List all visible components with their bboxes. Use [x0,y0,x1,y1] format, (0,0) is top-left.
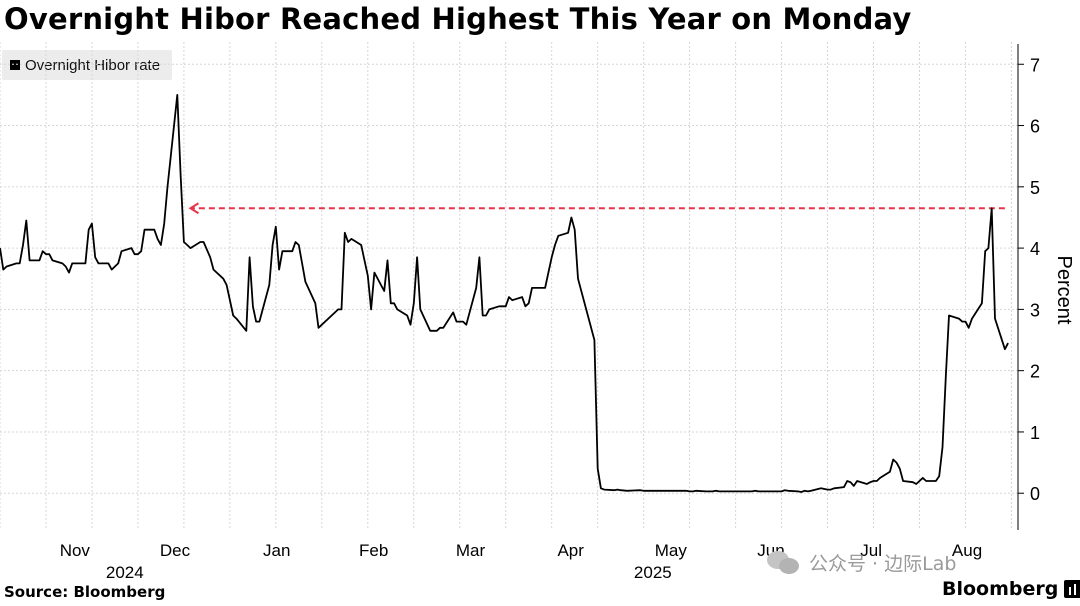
bloomberg-mark-icon [1064,580,1080,598]
x-tick-label: Jul [860,541,882,560]
y-tick-label: 3 [1030,300,1040,320]
y-axis: 0 1 2 3 4 5 6 7 [1017,44,1040,530]
highlight-arrowhead [188,202,199,215]
x-tick-label: Nov [60,541,91,560]
chart-title: Overnight Hibor Reached Highest This Yea… [4,2,912,36]
legend-swatch [10,60,20,70]
y-tick-label: 4 [1030,239,1040,259]
series-group [0,94,1009,493]
chart-legend: Overnight Hibor rate [2,50,173,80]
legend-label: Overnight Hibor rate [25,56,161,74]
x-tick-label: Mar [456,541,486,560]
y-axis-label: Percent [1053,256,1075,325]
y-tick-label: 2 [1030,362,1040,382]
wechat-icon [765,548,801,576]
x-tick-label: Feb [359,541,388,560]
gridlines [0,42,1018,530]
series-line [0,94,1009,493]
brand-text: Bloomberg [942,578,1059,600]
x-tick-label: Apr [557,541,584,560]
y-tick-label: 7 [1030,55,1040,75]
x-tick-label: Jan [263,541,290,560]
y-tick-label: 0 [1030,484,1040,504]
bloomberg-logo: Bloomberg [942,578,1080,600]
watermark-text: 公众号 · 边际Lab [809,552,957,575]
y-tick-label: 5 [1030,178,1040,198]
x-tick-label: Aug [952,541,982,560]
x-year-label: 2025 [634,563,672,582]
annotations [188,202,1005,215]
y-tick-label: 1 [1030,423,1040,443]
x-tick-label: Dec [160,541,191,560]
y-tick-label: 6 [1030,117,1040,137]
watermark: 公众号 · 边际Lab [765,548,956,576]
x-year-label: 2024 [106,563,144,582]
x-tick-label: May [655,541,688,560]
source-note: Source: Bloomberg [4,583,166,601]
